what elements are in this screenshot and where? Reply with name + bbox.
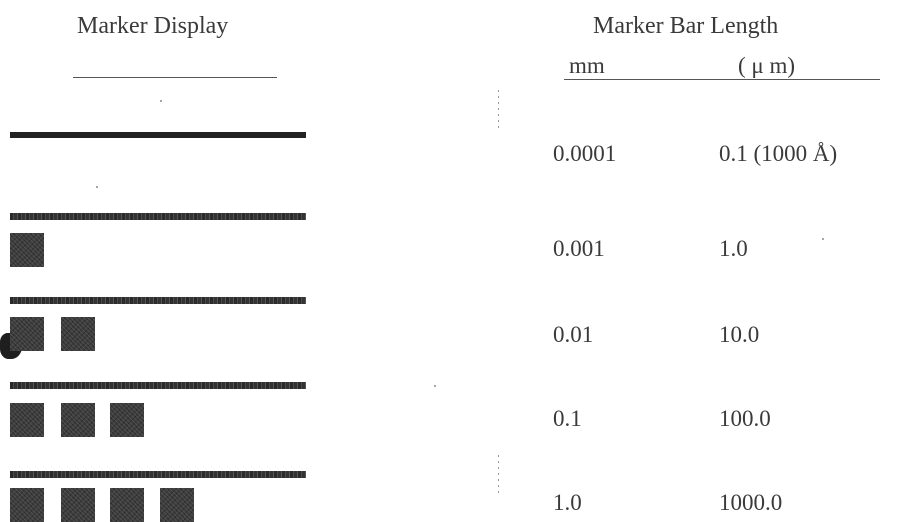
mm-value: 0.01: [553, 322, 594, 347]
mm-value: 0.1: [553, 406, 582, 431]
mm-value: 0.0001: [553, 141, 617, 166]
marker-bar: [10, 382, 306, 389]
marker-bar: [10, 297, 306, 304]
um-value: 100.0: [719, 406, 771, 431]
marker-bar-length-header: Marker Bar Length: [593, 13, 779, 39]
marker-bar: [10, 213, 306, 220]
mm-value: 1.0: [553, 490, 582, 515]
marker-square: [110, 403, 144, 437]
length-header-underline: [564, 79, 880, 80]
marker-square: [10, 317, 44, 351]
um-value: 10.0: [719, 322, 760, 347]
marker-square: [10, 233, 44, 267]
mm-value: 0.001: [553, 236, 605, 261]
um-column-header: ( μ m): [738, 53, 796, 78]
scan-artifact-line: [498, 455, 499, 495]
marker-square: [110, 488, 144, 522]
marker-square: [61, 317, 95, 351]
scan-speck: [434, 385, 436, 387]
um-value: 0.1 (1000 Å): [719, 141, 838, 166]
marker-square: [61, 488, 95, 522]
um-value: 1000.0: [719, 490, 783, 515]
scan-speck: [160, 100, 162, 102]
marker-display-underline: [73, 77, 277, 78]
marker-square: [160, 488, 194, 522]
marker-square: [61, 403, 95, 437]
mm-column-header: mm: [569, 53, 605, 78]
scan-artifact-line: [498, 90, 499, 130]
marker-square: [10, 403, 44, 437]
marker-bar: [10, 132, 306, 138]
scan-speck: [96, 186, 98, 188]
marker-bar: [10, 471, 306, 478]
marker-display-header: Marker Display: [77, 13, 229, 39]
marker-square: [10, 488, 44, 522]
scan-speck: [822, 238, 824, 240]
um-value: 1.0: [719, 236, 748, 261]
